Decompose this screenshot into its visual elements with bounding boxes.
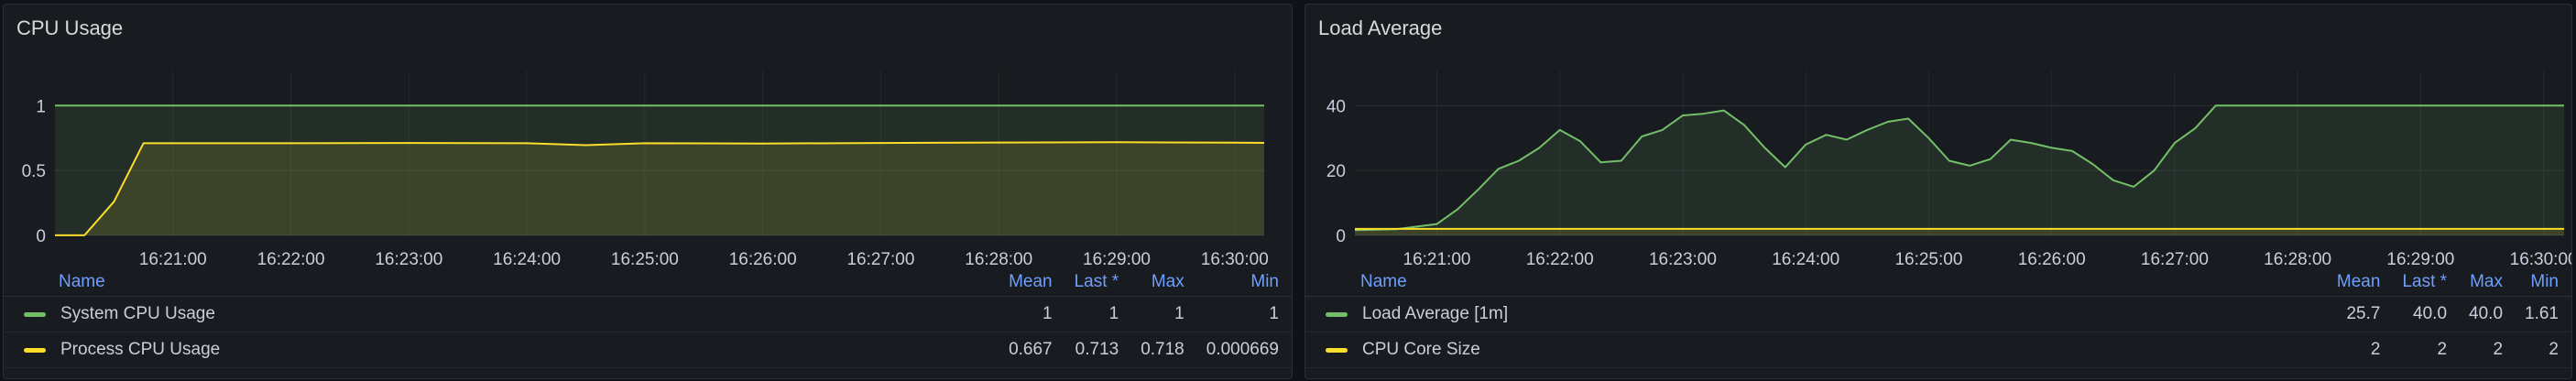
- legend-header-mean[interactable]: Mean: [2327, 270, 2394, 297]
- x-tick-label: 16:21:00: [1403, 250, 1471, 269]
- x-tick-label: 16:25:00: [611, 250, 679, 269]
- x-tick-label: 16:24:00: [1772, 250, 1839, 269]
- x-tick-label: 16:22:00: [1526, 250, 1594, 269]
- legend-min-value: 1.61: [2516, 296, 2571, 333]
- cpu-usage-chart[interactable]: 0 0.5 1 16:21:00 16:22:00 16:23:00 16:24:00 16:…: [4, 5, 1292, 270]
- series-area-fill: [1355, 105, 2564, 235]
- legend-min-value: 2: [2516, 332, 2571, 369]
- series-area-fill: [55, 142, 1264, 235]
- legend-header-last[interactable]: Last *: [1064, 270, 1132, 297]
- legend-header-name[interactable]: Name: [4, 270, 1000, 297]
- series-name[interactable]: Process CPU Usage: [60, 340, 221, 360]
- legend-header-max[interactable]: Max: [1131, 270, 1197, 297]
- y-tick-label: 0.5: [22, 162, 46, 181]
- legend-mean-value: 25.7: [2327, 296, 2394, 333]
- x-tick-label: 16:27:00: [2141, 250, 2209, 269]
- chart-legend: Name Mean Last * Max Min Load Average [1…: [1305, 270, 2571, 369]
- x-tick-label: 16:28:00: [2264, 250, 2331, 269]
- legend-mean-value: 2: [2327, 332, 2394, 369]
- series-name[interactable]: System CPU Usage: [60, 304, 215, 323]
- panel-title[interactable]: CPU Usage: [16, 16, 124, 39]
- x-tick-label: 16:26:00: [729, 250, 797, 269]
- legend-header-row: Name Mean Last * Max Min: [1305, 270, 2571, 297]
- y-tick-label: 20: [1326, 162, 1346, 181]
- panel-title[interactable]: Load Average: [1318, 16, 1443, 39]
- load-average-chart[interactable]: 0 20 40 16:21:00 16:22:00 16:23:00 16:24:00 16:…: [1305, 5, 2571, 270]
- legend-header-min[interactable]: Min: [1196, 270, 1292, 297]
- legend-mean-value: 0.667: [999, 332, 1065, 369]
- x-tick-label: 16:24:00: [493, 250, 561, 269]
- legend-series-cell: Process CPU Usage: [4, 332, 1000, 369]
- legend-header-mean[interactable]: Mean: [999, 270, 1065, 297]
- legend-last-value: 1: [1064, 296, 1132, 333]
- legend-header-min[interactable]: Min: [2516, 270, 2571, 297]
- x-tick-label: 16:30:00: [2510, 250, 2571, 269]
- legend-max-value: 0.718: [1131, 332, 1197, 369]
- x-tick-label: 16:21:00: [139, 250, 207, 269]
- series-name[interactable]: CPU Core Size: [1362, 340, 1480, 360]
- legend-min-value: 1: [1196, 296, 1292, 333]
- legend-header-name[interactable]: Name: [1305, 270, 2328, 297]
- legend-header-row: Name Mean Last * Max Min: [4, 270, 1292, 297]
- x-tick-label: 16:28:00: [965, 250, 1032, 269]
- legend-last-value: 40.0: [2393, 296, 2461, 333]
- legend-row-cpu-core-size[interactable]: CPU Core Size 2 2 2 2: [1305, 332, 2571, 369]
- x-tick-label: 16:26:00: [2018, 250, 2086, 269]
- legend-max-value: 40.0: [2460, 296, 2516, 333]
- series-color-swatch[interactable]: [1326, 311, 1348, 317]
- legend-last-value: 0.713: [1064, 332, 1132, 369]
- series-line[interactable]: [1354, 104, 2564, 232]
- legend-row-process-cpu[interactable]: Process CPU Usage 0.667 0.713 0.718 0.00…: [4, 332, 1292, 369]
- legend-last-value: 2: [2393, 332, 2461, 369]
- legend-row-load-average[interactable]: Load Average [1m] 25.7 40.0 40.0 1.61: [1305, 296, 2571, 333]
- legend-min-value: 0.000669: [1196, 332, 1292, 369]
- x-tick-label: 16:22:00: [257, 250, 325, 269]
- legend-series-cell: CPU Core Size: [1305, 332, 2328, 369]
- legend-header-last[interactable]: Last *: [2393, 270, 2461, 297]
- series-line[interactable]: [55, 141, 1265, 236]
- chart-legend: Name Mean Last * Max Min System CPU Usag…: [4, 270, 1292, 369]
- x-tick-label: 16:30:00: [1201, 250, 1269, 269]
- cpu-usage-panel[interactable]: CPU Usage 0 0.5 1 16:21:00 16:22:00 16:23:00 1…: [3, 4, 1293, 379]
- series-name[interactable]: Load Average [1m]: [1362, 304, 1509, 323]
- series-color-swatch[interactable]: [24, 347, 46, 353]
- y-tick-label: 1: [36, 97, 46, 116]
- legend-mean-value: 1: [999, 296, 1065, 333]
- x-tick-label: 16:23:00: [375, 250, 442, 269]
- y-tick-label: 0: [36, 227, 46, 246]
- legend-max-value: 1: [1131, 296, 1197, 333]
- legend-series-cell: Load Average [1m]: [1305, 296, 2328, 333]
- legend-max-value: 2: [2460, 332, 2516, 369]
- x-tick-label: 16:23:00: [1649, 250, 1717, 269]
- series-area-fill: [1355, 228, 2564, 235]
- y-tick-label: 40: [1326, 97, 1346, 116]
- legend-row-system-cpu[interactable]: System CPU Usage 1 1 1 1: [4, 296, 1292, 333]
- x-tick-label: 16:29:00: [1083, 250, 1151, 269]
- y-tick-label: 0: [1336, 227, 1346, 246]
- x-tick-label: 16:29:00: [2386, 250, 2454, 269]
- x-tick-label: 16:25:00: [1894, 250, 1962, 269]
- x-tick-label: 16:27:00: [846, 250, 914, 269]
- legend-series-cell: System CPU Usage: [4, 296, 1000, 333]
- series-area-fill: [55, 105, 1264, 235]
- legend-table: Name Mean Last * Max Min System CPU Usag…: [4, 270, 1292, 369]
- load-average-panel[interactable]: Load Average 0 20 40 16:21:00 16:22:00 16:23:…: [1304, 4, 2572, 379]
- series-color-swatch[interactable]: [24, 311, 46, 317]
- legend-table: Name Mean Last * Max Min Load Average [1…: [1305, 270, 2571, 369]
- legend-header-max[interactable]: Max: [2460, 270, 2516, 297]
- series-color-swatch[interactable]: [1326, 347, 1348, 353]
